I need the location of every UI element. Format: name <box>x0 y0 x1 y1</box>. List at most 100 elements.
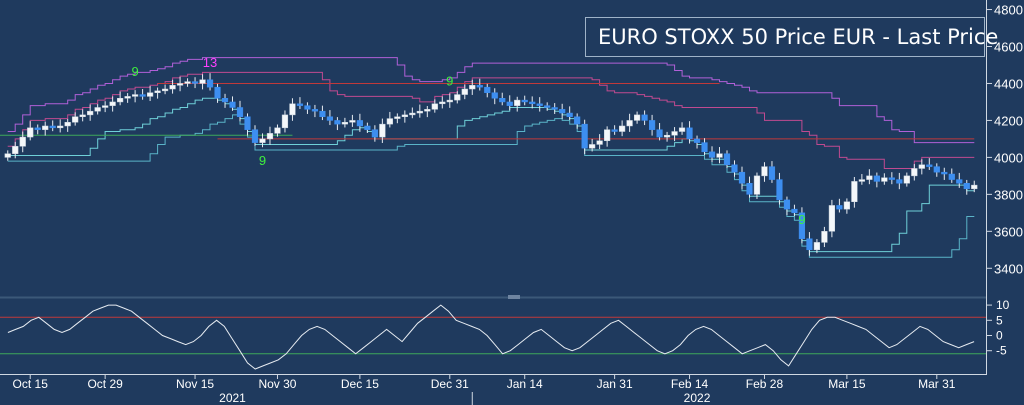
candle-body <box>656 129 663 138</box>
candle-body <box>911 168 918 177</box>
candle-body <box>544 105 551 108</box>
candle-body <box>918 164 925 169</box>
price-axis-label: 4000 <box>994 150 1023 165</box>
candle-body <box>296 103 304 106</box>
candle-body <box>723 153 731 166</box>
candle-body <box>941 171 948 175</box>
candle-body <box>903 175 910 184</box>
date-axis-label: Nov 15 <box>176 377 214 391</box>
candle-body <box>731 164 738 173</box>
candle-body <box>559 109 566 114</box>
candle-body <box>686 127 693 140</box>
candle-body <box>896 179 903 184</box>
candle-body <box>761 166 768 177</box>
candle-body <box>566 112 573 117</box>
candle-body <box>836 205 843 210</box>
candle-body <box>244 116 251 130</box>
oscillator-axis-label: 0 <box>996 329 1003 343</box>
candle-body <box>371 129 378 138</box>
sequential-count-label: 9 <box>259 153 266 168</box>
candle-body <box>888 177 895 180</box>
candle-body <box>634 114 641 121</box>
candle-body <box>768 166 776 180</box>
candle-body <box>701 142 708 153</box>
candle-body <box>161 88 169 92</box>
candle-body <box>574 116 581 125</box>
date-axis-label: Mar 15 <box>828 377 866 391</box>
candle-body <box>94 107 101 112</box>
candle-body <box>806 238 813 251</box>
resistance-envelope-outer <box>7 57 975 144</box>
candle-body <box>881 177 888 182</box>
candle-body <box>259 138 266 143</box>
date-axis-label: Nov 30 <box>258 377 296 391</box>
date-axis-label: Jan 14 <box>507 377 543 391</box>
candle-body <box>484 86 491 93</box>
candle-body <box>506 101 513 106</box>
candle-body <box>596 140 603 145</box>
date-axis-label: Mar 31 <box>918 377 956 391</box>
candle-body <box>551 107 558 110</box>
candle-body <box>72 116 79 123</box>
candle-body <box>708 151 716 158</box>
candle-body <box>176 83 184 86</box>
candle-body <box>12 146 19 154</box>
date-axis-label: Feb 14 <box>671 377 709 391</box>
sequential-count-label: 9 <box>131 64 138 79</box>
date-axis-label: Dec 15 <box>341 377 379 391</box>
candle-body <box>304 105 311 110</box>
candle-body <box>349 120 356 123</box>
sequential-count-label: 9 <box>798 212 805 227</box>
year-label: 2022 <box>684 391 711 405</box>
candle-body <box>191 81 199 84</box>
candle-body <box>619 125 626 132</box>
year-label: 2021 <box>219 391 246 405</box>
oscillator-axis-label: 10 <box>996 298 1010 312</box>
candle-body <box>102 105 109 108</box>
candle-body <box>409 112 416 116</box>
candle-body <box>439 101 446 105</box>
candle-body <box>933 166 940 173</box>
candle-body <box>147 92 154 97</box>
panel-divider-handle <box>508 295 520 299</box>
candle-body <box>738 171 746 184</box>
candle-body <box>326 116 334 121</box>
price-axis-label: 4200 <box>994 113 1023 128</box>
candle-body <box>663 134 671 138</box>
candle-body <box>19 136 26 147</box>
candle-body <box>776 179 783 201</box>
candle-body <box>514 99 521 106</box>
candle-body <box>184 81 191 84</box>
candle-body <box>424 109 431 112</box>
candle-body <box>79 114 86 117</box>
price-axis-label: 4400 <box>994 76 1023 91</box>
candle-body <box>693 138 701 143</box>
candle-body <box>446 99 453 103</box>
candle-body <box>169 85 176 90</box>
candle-body <box>589 144 596 149</box>
oscillator-axis-label: -5 <box>996 344 1007 358</box>
chart-legend: EURO STOXX 50 Price EUR - Last Price <box>585 17 998 57</box>
candle-body <box>229 101 236 108</box>
candle-body <box>221 98 229 103</box>
candle-body <box>454 94 461 101</box>
candle-body <box>963 183 970 190</box>
candle-body <box>858 179 865 182</box>
candle-body <box>611 129 618 132</box>
candle-body <box>214 86 221 99</box>
oscillator-line <box>7 304 975 370</box>
candle-body <box>783 199 791 210</box>
candle-body <box>87 110 94 116</box>
oscillator-axis-label: 5 <box>996 313 1003 327</box>
candle-body <box>251 129 259 143</box>
candle-body <box>311 109 319 112</box>
candle-body <box>341 122 348 125</box>
candle-body <box>798 212 806 239</box>
candle-body <box>926 164 933 167</box>
candle-body <box>851 181 858 202</box>
candle-body <box>866 175 873 180</box>
price-axis-label: 4600 <box>994 40 1023 55</box>
candle-body <box>948 173 955 180</box>
date-axis-label: Jan 31 <box>597 377 633 391</box>
candle-body <box>813 242 821 251</box>
